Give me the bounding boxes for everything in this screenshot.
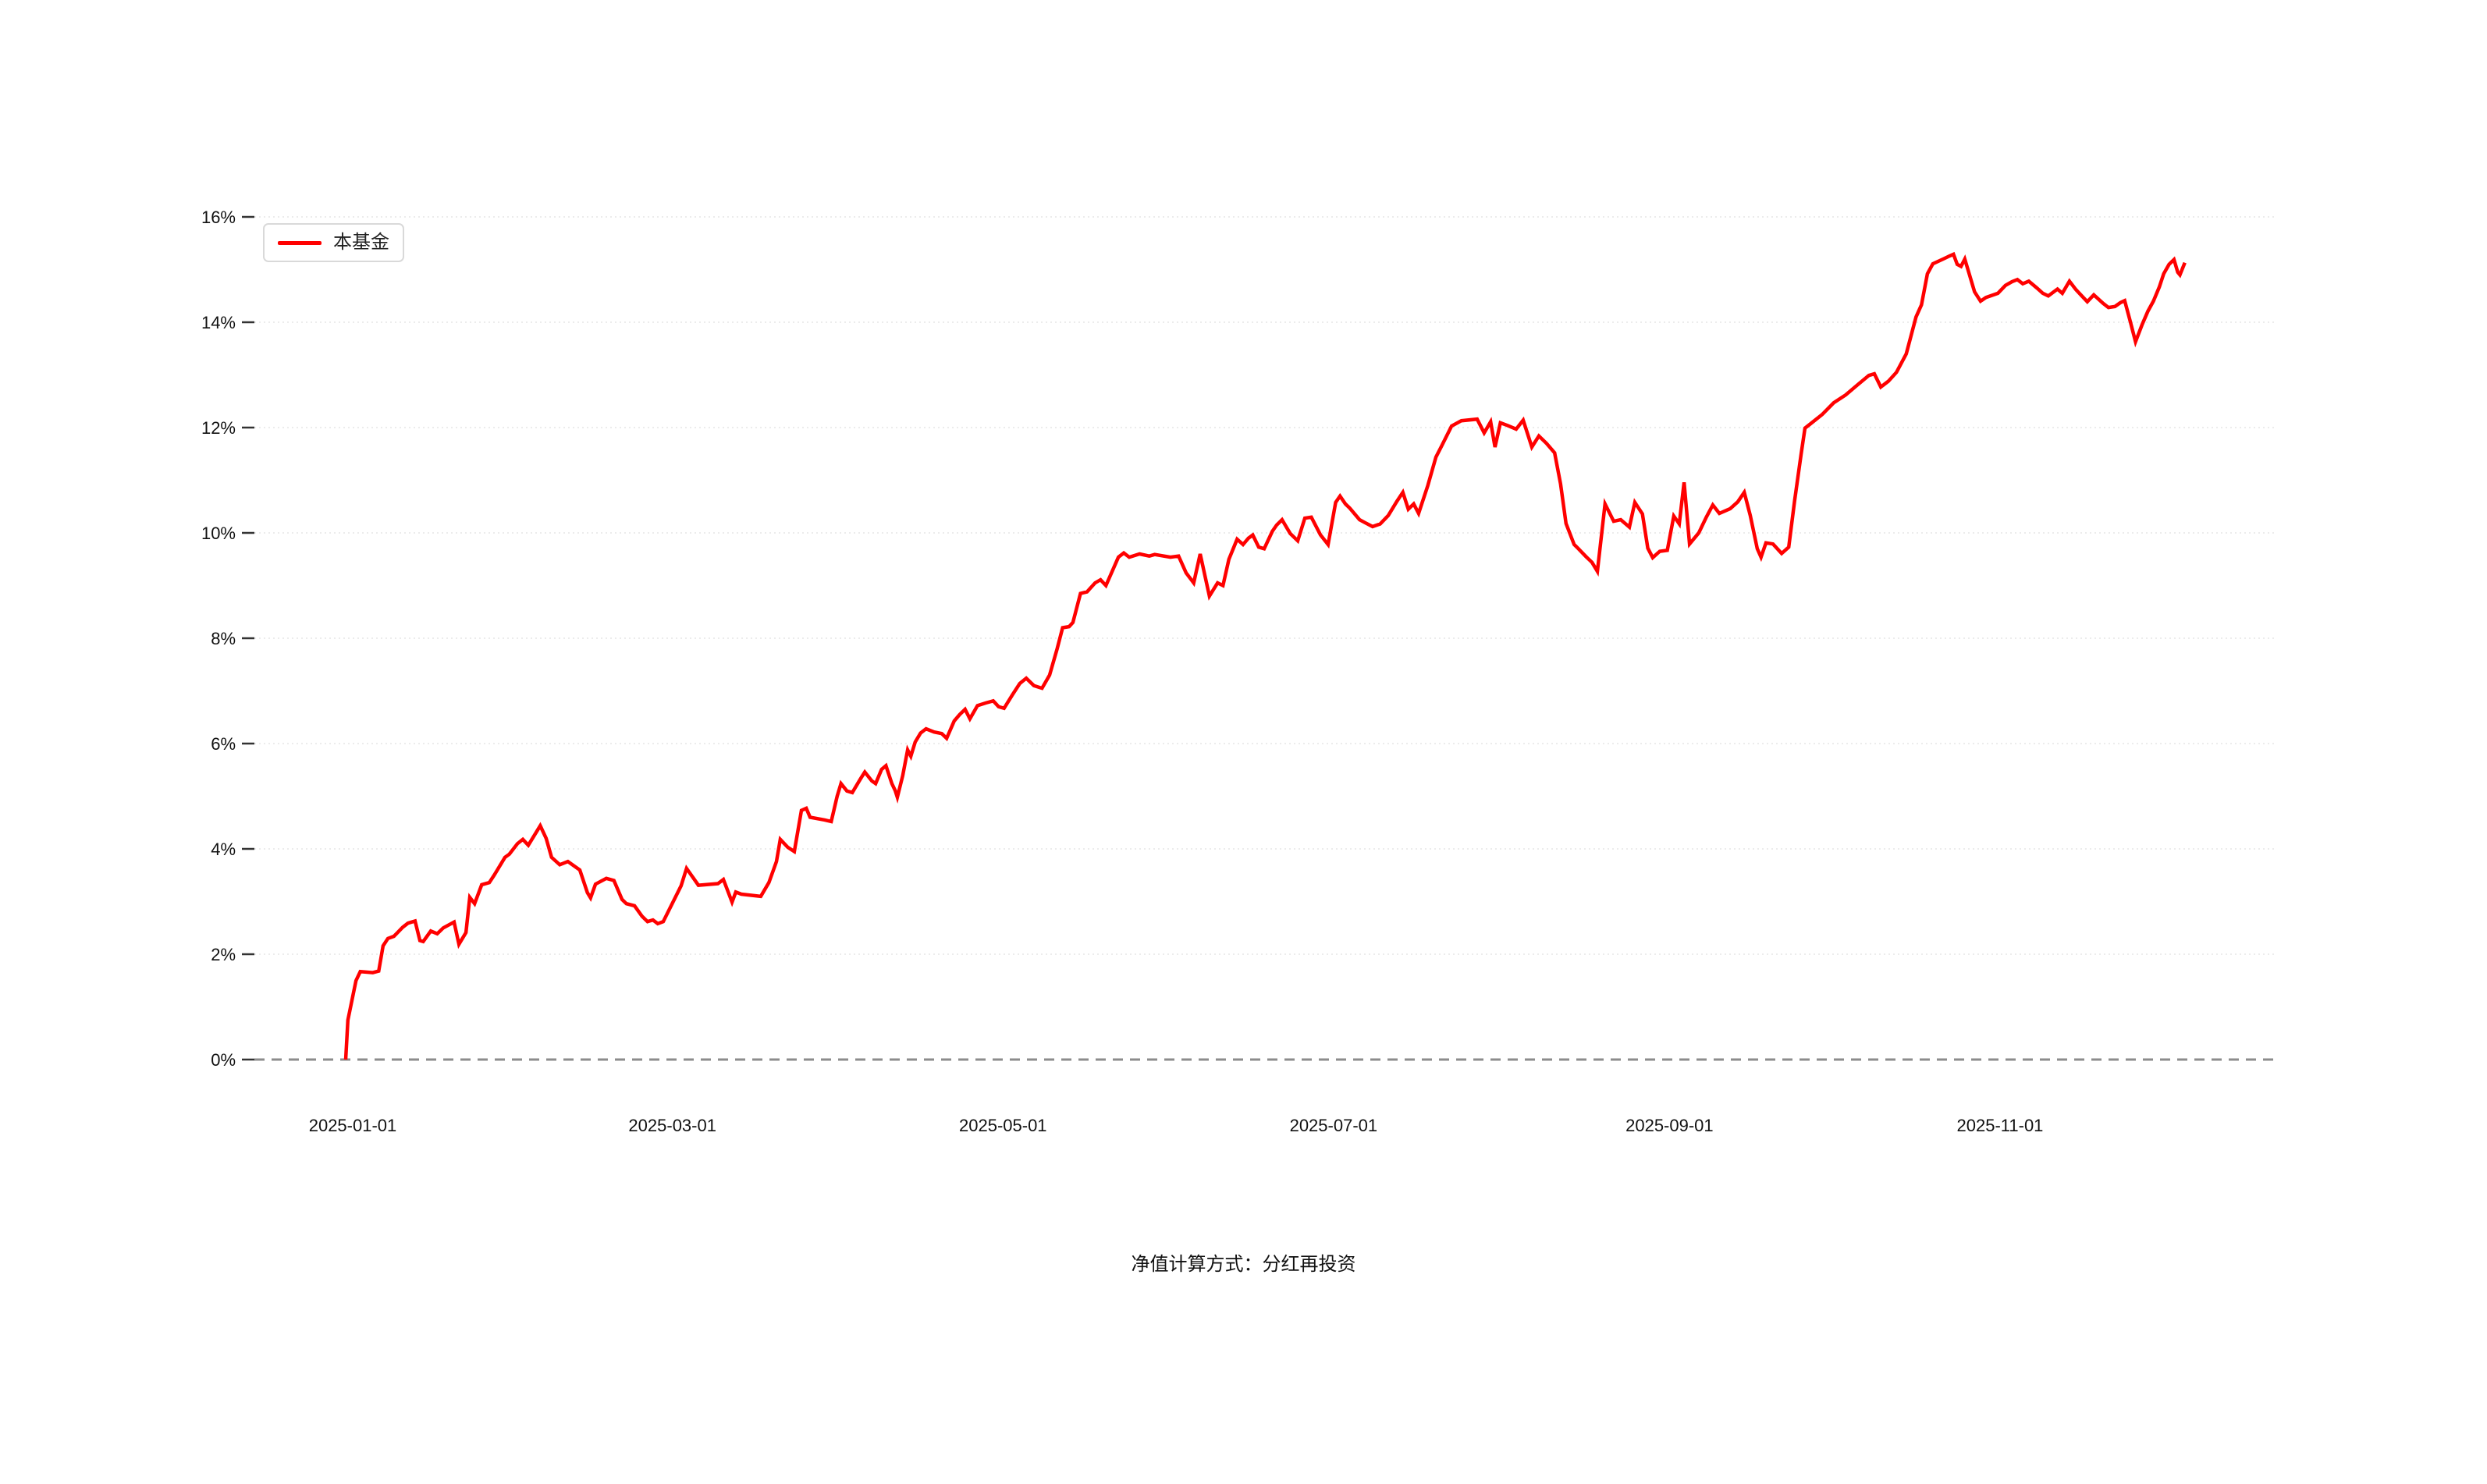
x-axis-tick-label: 2025-07-01 xyxy=(1290,1116,1378,1135)
legend-line-swatch xyxy=(278,240,322,245)
x-axis-tick-label: 2025-09-01 xyxy=(1625,1116,1714,1135)
x-axis-tick-label: 2025-01-01 xyxy=(309,1116,397,1135)
y-axis-tick-label: 2% xyxy=(211,945,236,964)
y-axis-tick-label: 6% xyxy=(211,734,236,754)
y-axis-tick-label: 10% xyxy=(201,524,236,543)
y-axis-tick-label: 14% xyxy=(201,313,236,332)
fund-line xyxy=(343,251,2187,1060)
x-axis-tick-label: 2025-03-01 xyxy=(628,1116,716,1135)
nav-method-caption: 净值计算方式：分红再投资 xyxy=(1131,1254,1356,1275)
y-axis-tick-label: 16% xyxy=(201,208,236,227)
x-axis-tick-label: 2025-11-01 xyxy=(1957,1116,2044,1135)
y-axis-tick-label: 4% xyxy=(211,840,236,859)
legend[interactable]: 本基金 xyxy=(263,223,404,262)
y-axis-tick-label: 8% xyxy=(211,629,236,648)
x-axis-tick-label: 2025-05-01 xyxy=(959,1116,1047,1135)
legend-series-label: 本基金 xyxy=(333,232,389,253)
y-axis-tick-label: 0% xyxy=(211,1050,236,1070)
y-axis-tick-label: 12% xyxy=(201,418,236,438)
